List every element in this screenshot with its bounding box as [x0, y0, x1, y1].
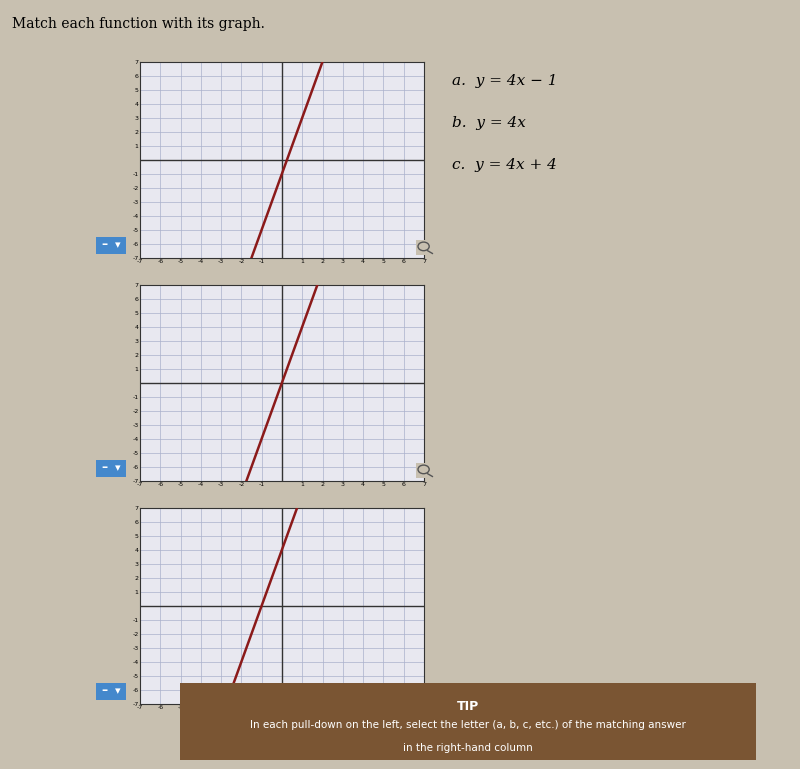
- Text: ▾: ▾: [115, 686, 121, 696]
- Text: –: –: [102, 684, 107, 697]
- Text: a.  y = 4x − 1: a. y = 4x − 1: [452, 74, 558, 88]
- Text: –: –: [102, 461, 107, 474]
- Text: Match each function with its graph.: Match each function with its graph.: [12, 17, 265, 31]
- Text: in the right-hand column: in the right-hand column: [403, 743, 533, 753]
- Text: c.  y = 4x + 4: c. y = 4x + 4: [452, 158, 557, 172]
- Text: In each pull-down on the left, select the letter (a, b, c, etc.) of the matching: In each pull-down on the left, select th…: [250, 720, 686, 730]
- Text: –: –: [102, 238, 107, 251]
- Text: ▾: ▾: [115, 240, 121, 250]
- Text: TIP: TIP: [457, 700, 479, 713]
- Text: ▾: ▾: [115, 463, 121, 473]
- Text: b.  y = 4x: b. y = 4x: [452, 116, 526, 130]
